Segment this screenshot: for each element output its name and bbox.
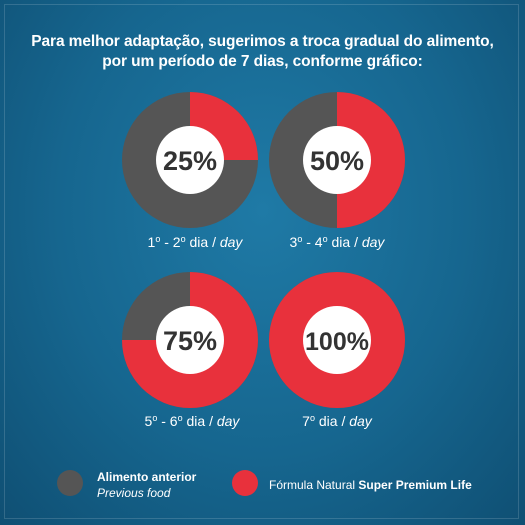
legend-previous-label: Alimento anterior	[97, 470, 197, 484]
legend-swatch-previous-food	[57, 470, 83, 496]
pie-chart-4: 100%	[269, 272, 405, 408]
headline: Para melhor adaptação, sugerimos a troca…	[0, 32, 525, 72]
legend-new-label-bold: Super Premium Life	[358, 478, 472, 492]
day-label-3-4: 3o - 4o dia / day	[289, 234, 385, 250]
percent-label: 25%	[163, 146, 217, 176]
legend-swatch-new-food	[232, 470, 258, 496]
legend-previous-food: Alimento anterior Previous food	[97, 469, 196, 501]
percent-label: 75%	[163, 326, 217, 356]
percent-label: 50%	[310, 146, 364, 176]
headline-line-1: Para melhor adaptação, sugerimos a troca…	[31, 33, 494, 50]
pie-chart-1: 25%	[122, 92, 258, 228]
headline-line-2: por um período de 7 dias, conforme gráfi…	[102, 53, 423, 70]
legend-new-label-prefix: Fórmula Natural	[269, 478, 359, 492]
day-label-7: 7o dia / day	[302, 413, 372, 429]
percent-label: 100%	[305, 328, 369, 356]
legend-previous-sublabel: Previous food	[97, 486, 171, 500]
center-hole	[303, 126, 371, 194]
pie-chart-3: 75%	[122, 272, 258, 408]
center-hole	[156, 126, 224, 194]
pie-chart-2: 50%	[269, 92, 405, 228]
day-label-1-2: 1o - 2o dia / day	[147, 234, 243, 250]
center-hole	[303, 306, 371, 374]
day-label-5-6: 5o - 6o dia / day	[144, 413, 240, 429]
legend-new-food: Fórmula Natural Super Premium Life	[269, 477, 472, 493]
center-hole	[156, 306, 224, 374]
